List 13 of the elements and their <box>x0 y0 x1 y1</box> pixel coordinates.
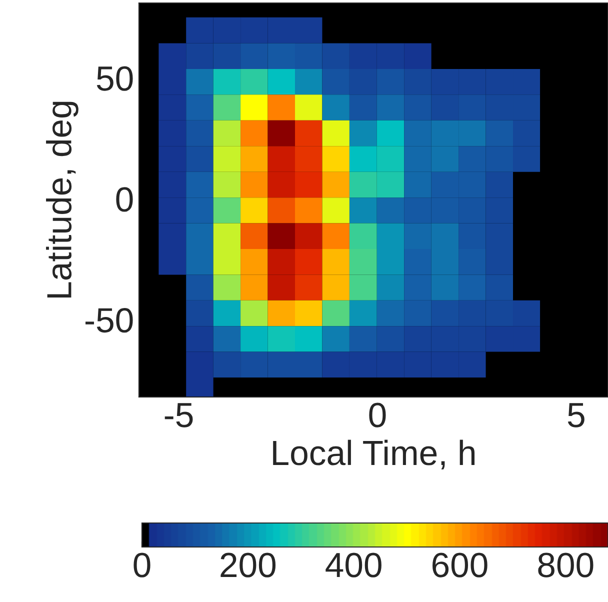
x-axis-title: Local Time, h <box>273 440 475 470</box>
y-tick-label: 50 <box>96 66 133 91</box>
color-bar-label: 200 <box>220 552 276 578</box>
x-tick-label: 0 <box>369 402 386 428</box>
color-bar-label: 0 <box>134 552 150 578</box>
x-tick-label: 5 <box>568 403 584 428</box>
y-axis-title: Latitude, deg <box>46 102 78 298</box>
y-tick-label: 0 <box>116 187 133 212</box>
color-bar-label: 800 <box>538 552 594 578</box>
y-tick-label: -50 <box>86 308 133 333</box>
x-tick-label: -5 <box>164 403 193 428</box>
color-bar-label: 400 <box>326 552 382 578</box>
color-bar-label: 600 <box>432 552 488 578</box>
